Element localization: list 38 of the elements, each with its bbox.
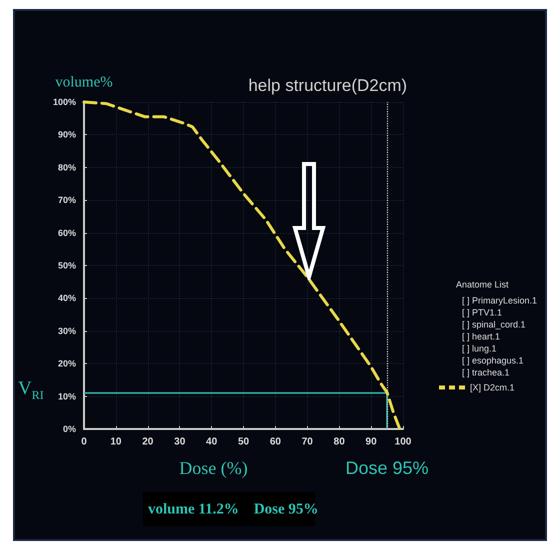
text: [ ] PTV1.1: [462, 308, 502, 318]
text: [ ] lung.1: [462, 344, 497, 354]
x-tick-label: 60: [270, 436, 282, 448]
y-axis-title: volume%: [55, 74, 113, 90]
y-tick-label: 0%: [62, 424, 76, 434]
y-tick-label: 80%: [58, 162, 76, 172]
y-tick-label: 60%: [58, 228, 76, 238]
text: [ ] heart.1: [462, 332, 500, 342]
y-tick-label: 70%: [58, 195, 76, 206]
y-tick-label: 10%: [58, 391, 76, 402]
text: volume 11.2% Dose 95%: [148, 502, 318, 518]
ref-line-label: help structure(D2cm): [248, 76, 408, 95]
y-tick-label: 50%: [58, 260, 76, 270]
ref-line-label: Dose 95%: [346, 458, 429, 478]
line-series: [82, 100, 402, 430]
legend-title: Anatome List: [456, 280, 510, 290]
x-tick-label: 0: [81, 436, 88, 448]
text: [ ] trachea.1: [462, 368, 510, 378]
text: [ ] PrimaryLesion.1: [462, 296, 538, 306]
ref-line-label: V$_{RI}$: [18, 378, 44, 404]
x-axis-title: Dose (%): [179, 458, 248, 478]
text: [ ] esophagus.1: [462, 356, 524, 366]
x-tick-label: 20: [142, 436, 154, 448]
x-tick-label: 90: [366, 436, 378, 448]
x-tick-label: 30: [174, 436, 186, 448]
y-tick-label: 90%: [58, 130, 76, 140]
x-tick-label: 70: [302, 436, 314, 448]
x-tick-label: 10: [110, 436, 122, 448]
text: [ ] spinal_cord.1: [462, 320, 526, 330]
y-tick-label: 20%: [58, 358, 76, 369]
y-tick-label: 40%: [58, 293, 76, 304]
y-tick-label: 30%: [58, 326, 76, 336]
x-tick-label: 80: [334, 436, 346, 448]
legend-label: [X] D2cm.1: [470, 382, 515, 392]
y-tick-label: 100%: [52, 97, 76, 107]
x-tick-label: 50: [238, 436, 250, 448]
x-tick-label: 100: [394, 436, 412, 448]
x-tick-label: 40: [206, 436, 218, 448]
